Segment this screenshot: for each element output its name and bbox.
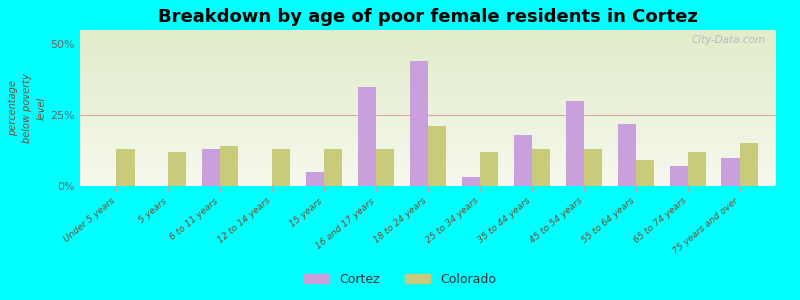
Bar	[202, 149, 220, 186]
Y-axis label: percentage
below poverty
level: percentage below poverty level	[8, 73, 46, 143]
Bar	[618, 124, 636, 186]
Bar	[376, 149, 394, 186]
Legend: Cortez, Colorado: Cortez, Colorado	[299, 268, 501, 291]
Bar	[670, 166, 688, 186]
Bar	[220, 146, 238, 186]
Bar	[584, 149, 602, 186]
Bar	[324, 149, 342, 186]
Bar	[462, 178, 480, 186]
Bar	[428, 126, 446, 186]
Bar	[688, 152, 706, 186]
Bar	[306, 172, 324, 186]
Title: Breakdown by age of poor female residents in Cortez: Breakdown by age of poor female resident…	[158, 8, 698, 26]
Bar	[272, 149, 290, 186]
Text: City-Data.com: City-Data.com	[691, 35, 766, 45]
Bar	[566, 101, 584, 186]
Bar	[722, 158, 740, 186]
Bar	[358, 87, 376, 186]
Bar	[116, 149, 134, 186]
Bar	[410, 61, 428, 186]
Bar	[480, 152, 498, 186]
Bar	[168, 152, 186, 186]
Bar	[532, 149, 550, 186]
Bar	[636, 160, 654, 186]
Bar	[514, 135, 532, 186]
Bar	[740, 143, 758, 186]
